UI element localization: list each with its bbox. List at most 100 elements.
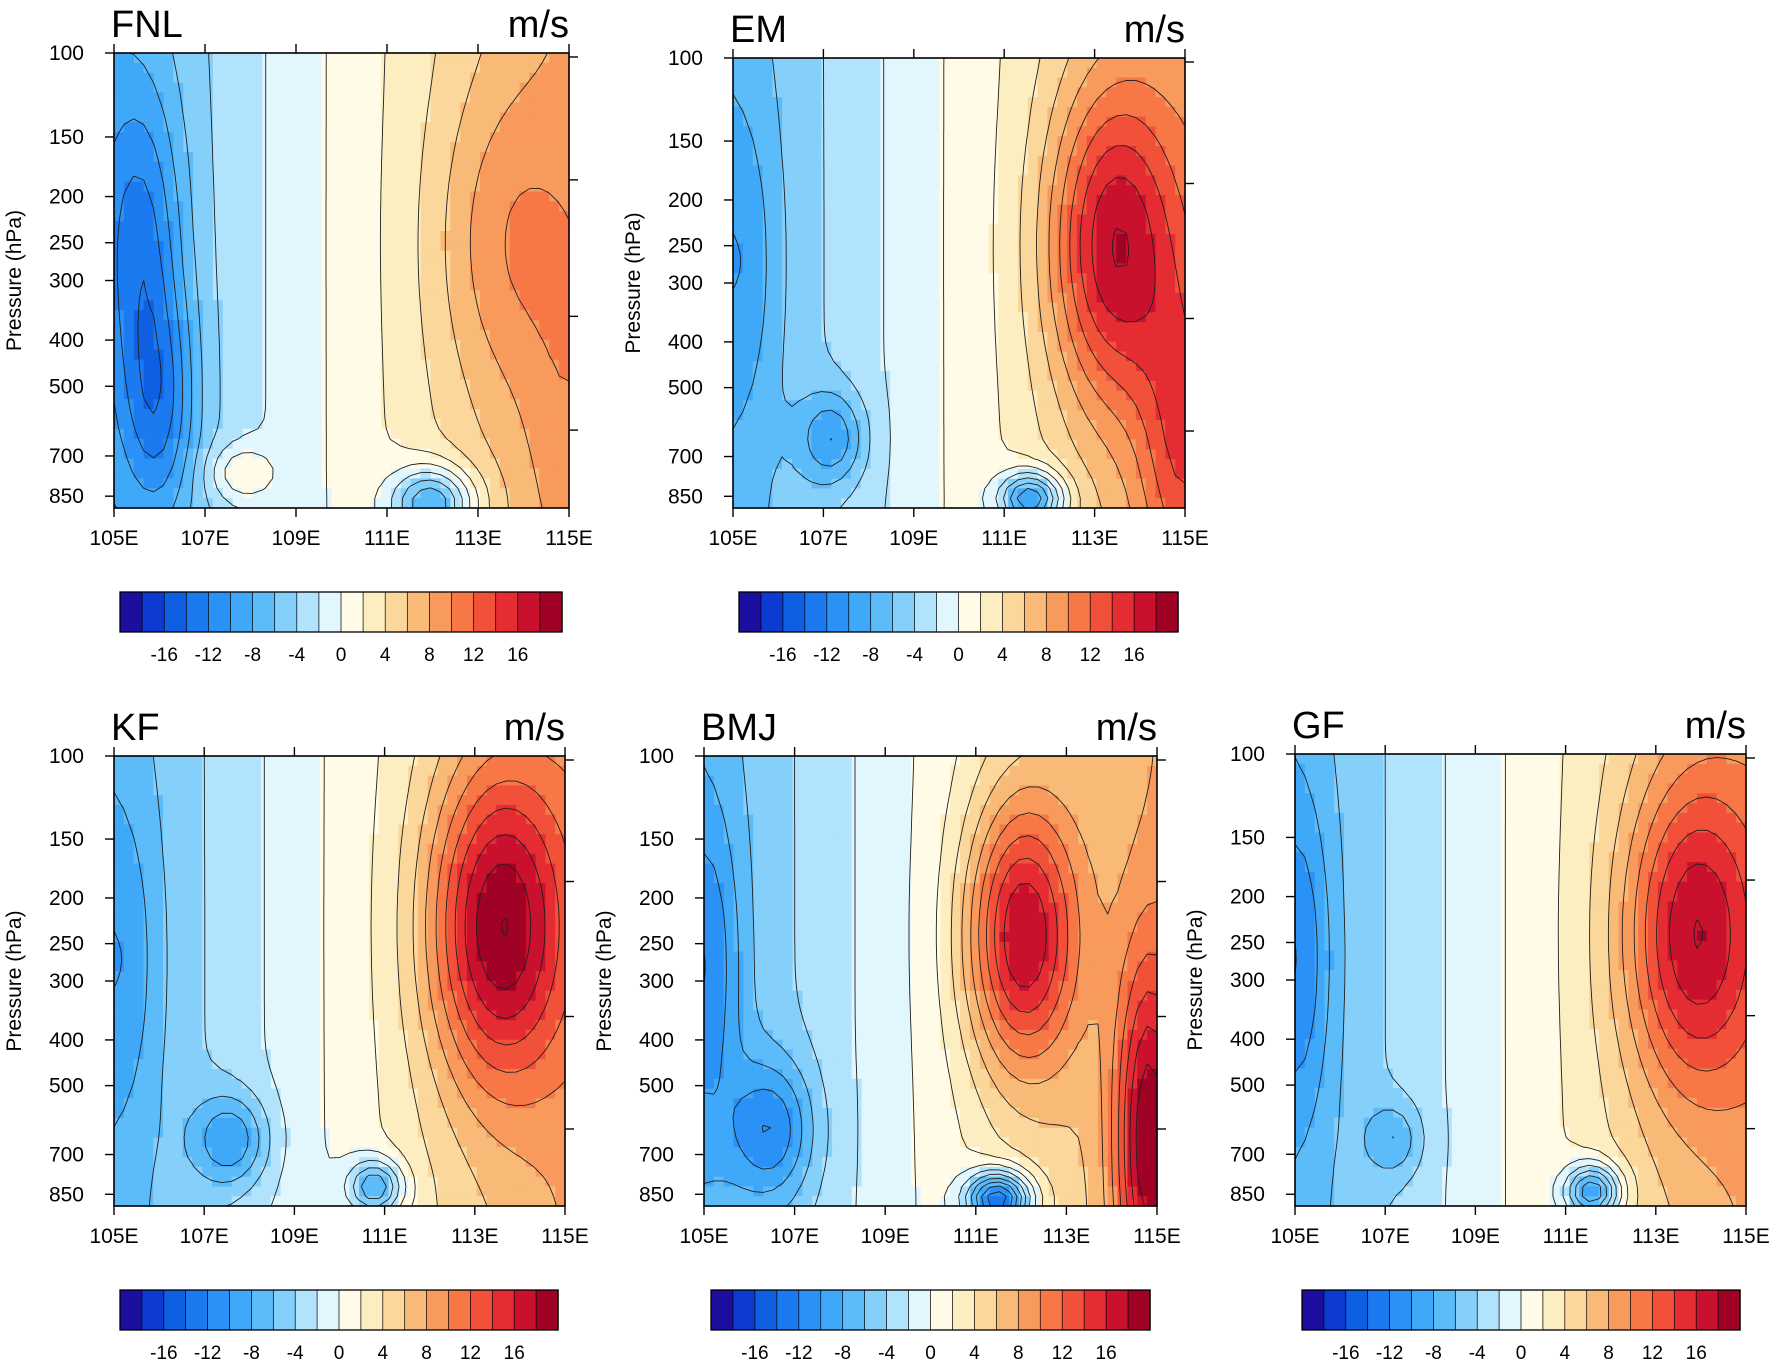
contour-cell [300,834,311,845]
contour-cell [509,132,521,143]
contour-cell [301,458,313,470]
colorbar-box [141,591,165,633]
contour-cell [222,260,234,272]
contour-cell [811,410,823,421]
contour-cell [262,448,273,460]
contour-cell [1037,322,1049,333]
contour-cell [114,280,125,291]
contour-cell [153,438,165,450]
contour-cell [212,161,224,173]
contour-cell [929,214,940,225]
contour-cell [203,221,214,232]
contour-cell [968,175,980,186]
contour-cell [880,155,891,167]
contour-cell [782,331,793,343]
contour-cell [880,175,891,186]
contour-cell [1116,459,1127,470]
contour-cell [133,785,145,796]
contour-cell [919,449,931,460]
contour-cell [440,201,451,212]
contour-cell [489,379,501,390]
contour-cell [341,211,352,222]
contour-cell [410,438,422,450]
contour-cell [549,260,560,272]
contour-cell [351,250,362,262]
contour-cell [272,211,283,222]
contour-cell [1106,234,1117,245]
contour-cell [163,300,174,311]
contour-cell [361,498,372,509]
contour-cell [319,785,331,796]
contour-cell [430,458,442,470]
contour-cell [772,204,783,216]
contour-cell [371,171,382,183]
contour-cell [408,844,419,855]
contour-cell [408,795,419,806]
contour-cell [440,191,451,202]
contour-cell [509,181,521,193]
contour-cell [890,478,901,490]
contour-cell [880,214,891,225]
contour-cell [351,132,362,143]
contour-cell [499,418,511,430]
contour-cell [460,458,471,470]
contour-cell [341,62,352,74]
contour-cell [733,175,744,186]
contour-cell [430,53,442,64]
contour-cell [321,122,333,133]
contour-cell [939,234,950,245]
contour-cell [1106,302,1117,313]
contour-cell [252,300,263,311]
contour-cell [123,438,135,450]
contour-cell [351,260,362,272]
contour-cell [301,349,313,361]
contour-cell [351,379,362,390]
contour-cell [262,142,273,153]
contour-cell [123,240,135,252]
contour-cell [300,775,311,786]
contour-cell [811,283,823,294]
contour-cell [232,161,244,173]
contour-cell [123,428,135,440]
contour-cell [261,814,272,826]
contour-cell [1116,439,1127,450]
contour-cell [752,351,764,362]
contour-cell [529,132,540,143]
contour-cell [1076,97,1088,108]
contour-cell [529,161,540,173]
contour-cell [821,478,832,490]
contour-cell [388,814,399,826]
contour-cell [212,329,224,341]
contour-line [1048,57,1131,509]
contour-cell [880,126,891,137]
contour-cell [311,379,323,390]
contour-cell [772,488,783,499]
contour-cell [163,82,174,94]
contour-cell [123,221,135,232]
contour-line [379,52,479,509]
contour-cell [949,155,960,167]
contour-cell [555,814,566,826]
contour-cell [252,122,263,133]
contour-cell [890,498,901,509]
contour-cell [880,302,891,313]
contour-cell [762,155,773,167]
contour-cell [831,380,842,392]
contour-cell [331,171,343,183]
contour-cell [959,106,970,118]
contour-cell [212,359,224,371]
contour-cell [549,82,560,94]
contour-cell [1076,312,1088,323]
contour-cell [368,756,380,767]
contour-cell [222,290,234,301]
contour-cell [440,349,451,361]
contour-cell [282,181,293,193]
contour-cell [390,290,402,301]
contour-cell [440,82,451,94]
contour-cell [361,191,372,202]
contour-cell [143,804,154,816]
contour-cell [143,438,155,450]
contour-cell [381,191,392,202]
contour-cell [292,379,303,390]
contour-cell [1116,116,1127,128]
